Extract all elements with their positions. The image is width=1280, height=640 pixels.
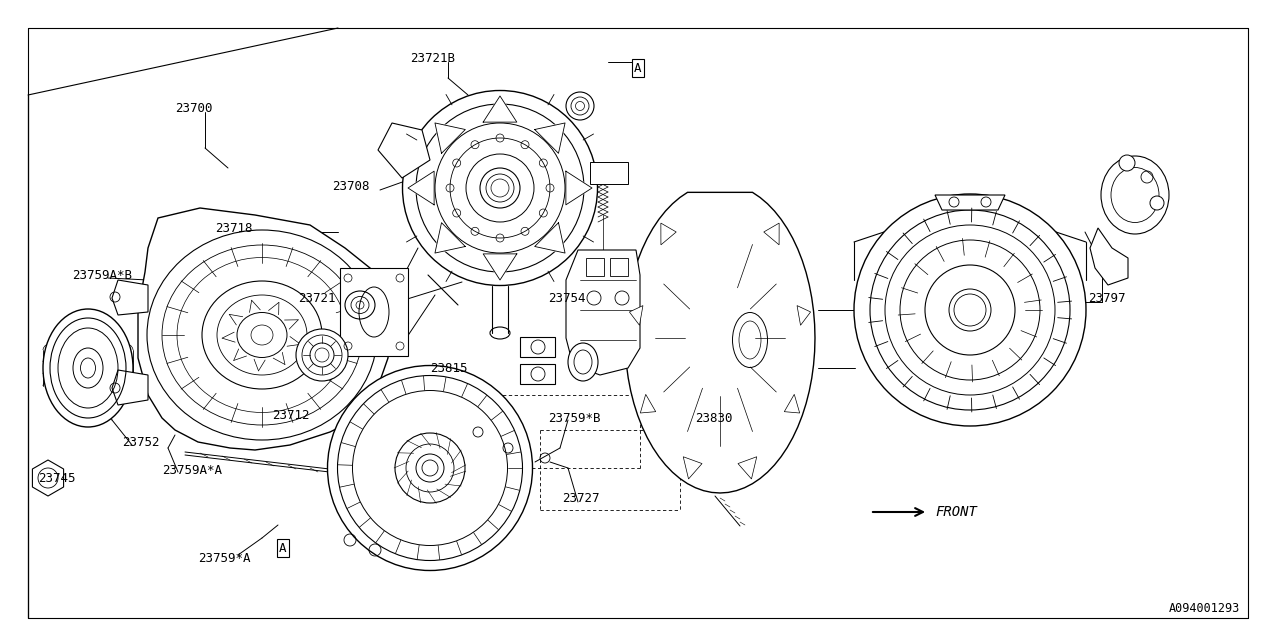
Bar [586, 258, 604, 276]
Text: 23830: 23830 [695, 412, 732, 424]
Polygon shape [378, 123, 430, 178]
Polygon shape [32, 460, 64, 496]
Text: 23797: 23797 [1088, 291, 1125, 305]
Polygon shape [535, 223, 564, 253]
Bar [520, 364, 556, 384]
Polygon shape [483, 96, 517, 122]
Circle shape [1149, 196, 1164, 210]
Text: FRONT: FRONT [934, 505, 977, 519]
Text: 23721B: 23721B [410, 51, 454, 65]
Polygon shape [138, 208, 390, 450]
Polygon shape [625, 193, 815, 493]
Text: A: A [635, 61, 641, 74]
Ellipse shape [402, 90, 598, 285]
Polygon shape [785, 394, 800, 413]
Text: 23727: 23727 [562, 492, 599, 504]
Text: 23759A*A: 23759A*A [163, 463, 221, 477]
Bar [611, 258, 628, 276]
Ellipse shape [44, 309, 133, 427]
Text: 23815: 23815 [430, 362, 467, 374]
Text: A: A [279, 541, 287, 554]
Text: 23712: 23712 [273, 408, 310, 422]
Circle shape [1119, 155, 1135, 171]
Text: 23718: 23718 [215, 221, 252, 234]
Ellipse shape [854, 194, 1085, 426]
Ellipse shape [1101, 156, 1169, 234]
Ellipse shape [732, 312, 768, 367]
Text: 23759*A: 23759*A [198, 552, 251, 564]
Text: A094001293: A094001293 [1169, 602, 1240, 614]
Polygon shape [1091, 228, 1128, 285]
Polygon shape [535, 123, 564, 154]
Polygon shape [483, 254, 517, 280]
Text: 23759A*B: 23759A*B [72, 269, 132, 282]
Polygon shape [630, 305, 643, 325]
Ellipse shape [566, 92, 594, 120]
Polygon shape [435, 123, 466, 154]
Ellipse shape [396, 433, 465, 503]
Bar [520, 337, 556, 357]
Ellipse shape [568, 343, 598, 381]
Polygon shape [566, 250, 640, 375]
Polygon shape [797, 305, 810, 325]
Polygon shape [684, 457, 701, 479]
Polygon shape [408, 171, 434, 205]
Ellipse shape [296, 329, 348, 381]
Bar [340, 268, 408, 356]
Polygon shape [435, 223, 466, 253]
Text: 23752: 23752 [122, 435, 160, 449]
Polygon shape [934, 195, 1005, 210]
Ellipse shape [346, 291, 375, 319]
Polygon shape [113, 370, 148, 405]
Polygon shape [566, 171, 593, 205]
Bar [590, 162, 628, 184]
Polygon shape [640, 394, 655, 413]
Polygon shape [113, 280, 148, 315]
Text: 23745: 23745 [38, 472, 76, 484]
Ellipse shape [202, 281, 323, 389]
Text: 23700: 23700 [175, 102, 212, 115]
Polygon shape [764, 223, 780, 245]
Polygon shape [660, 223, 676, 245]
Text: 23759*B: 23759*B [548, 412, 600, 424]
Polygon shape [739, 457, 756, 479]
Text: 23721: 23721 [298, 291, 335, 305]
Ellipse shape [328, 365, 532, 570]
Text: 23754: 23754 [548, 291, 585, 305]
Text: 23708: 23708 [332, 179, 370, 193]
